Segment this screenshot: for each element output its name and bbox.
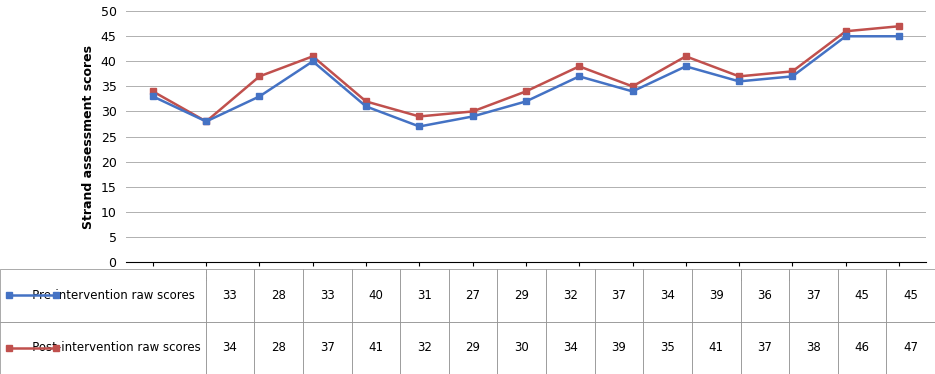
Post-intervention raw scores (840, 29, 851, 34)
Post-intervention raw scores (253, 74, 266, 79)
Pre-intervention raw scores (680, 64, 691, 68)
Pre-intervention raw scores (786, 74, 798, 79)
Pre-intervention raw scores (626, 89, 638, 94)
Post-intervention raw scores (201, 119, 212, 124)
Post-intervention raw scores (893, 24, 904, 28)
Pre-intervention raw scores (733, 79, 744, 84)
Line: Pre-intervention raw scores: Pre-intervention raw scores (150, 33, 902, 130)
Line: Post-intervention raw scores: Post-intervention raw scores (150, 23, 902, 125)
Post-intervention raw scores (573, 64, 585, 68)
Post-intervention raw scores (361, 99, 372, 104)
Pre-intervention raw scores (253, 94, 266, 99)
Pre-intervention raw scores (307, 59, 318, 64)
Pre-intervention raw scores (201, 119, 212, 124)
Pre-intervention raw scores (520, 99, 531, 104)
Post-intervention raw scores (520, 89, 531, 94)
Y-axis label: Strand assessment scores: Strand assessment scores (82, 45, 95, 229)
Post-intervention raw scores (786, 69, 798, 74)
Post-intervention raw scores (413, 114, 424, 119)
Post-intervention raw scores (680, 54, 691, 59)
Post-intervention raw scores (467, 109, 478, 114)
Pre-intervention raw scores (840, 34, 851, 39)
Pre-intervention raw scores (361, 104, 372, 109)
Pre-intervention raw scores (893, 34, 904, 39)
Post-intervention raw scores (733, 74, 744, 79)
Pre-intervention raw scores (413, 124, 424, 129)
Post-intervention raw scores (626, 84, 638, 89)
Pre-intervention raw scores (148, 94, 159, 99)
Post-intervention raw scores (307, 54, 318, 59)
Post-intervention raw scores (148, 89, 159, 94)
Pre-intervention raw scores (573, 74, 585, 79)
Pre-intervention raw scores (467, 114, 478, 119)
